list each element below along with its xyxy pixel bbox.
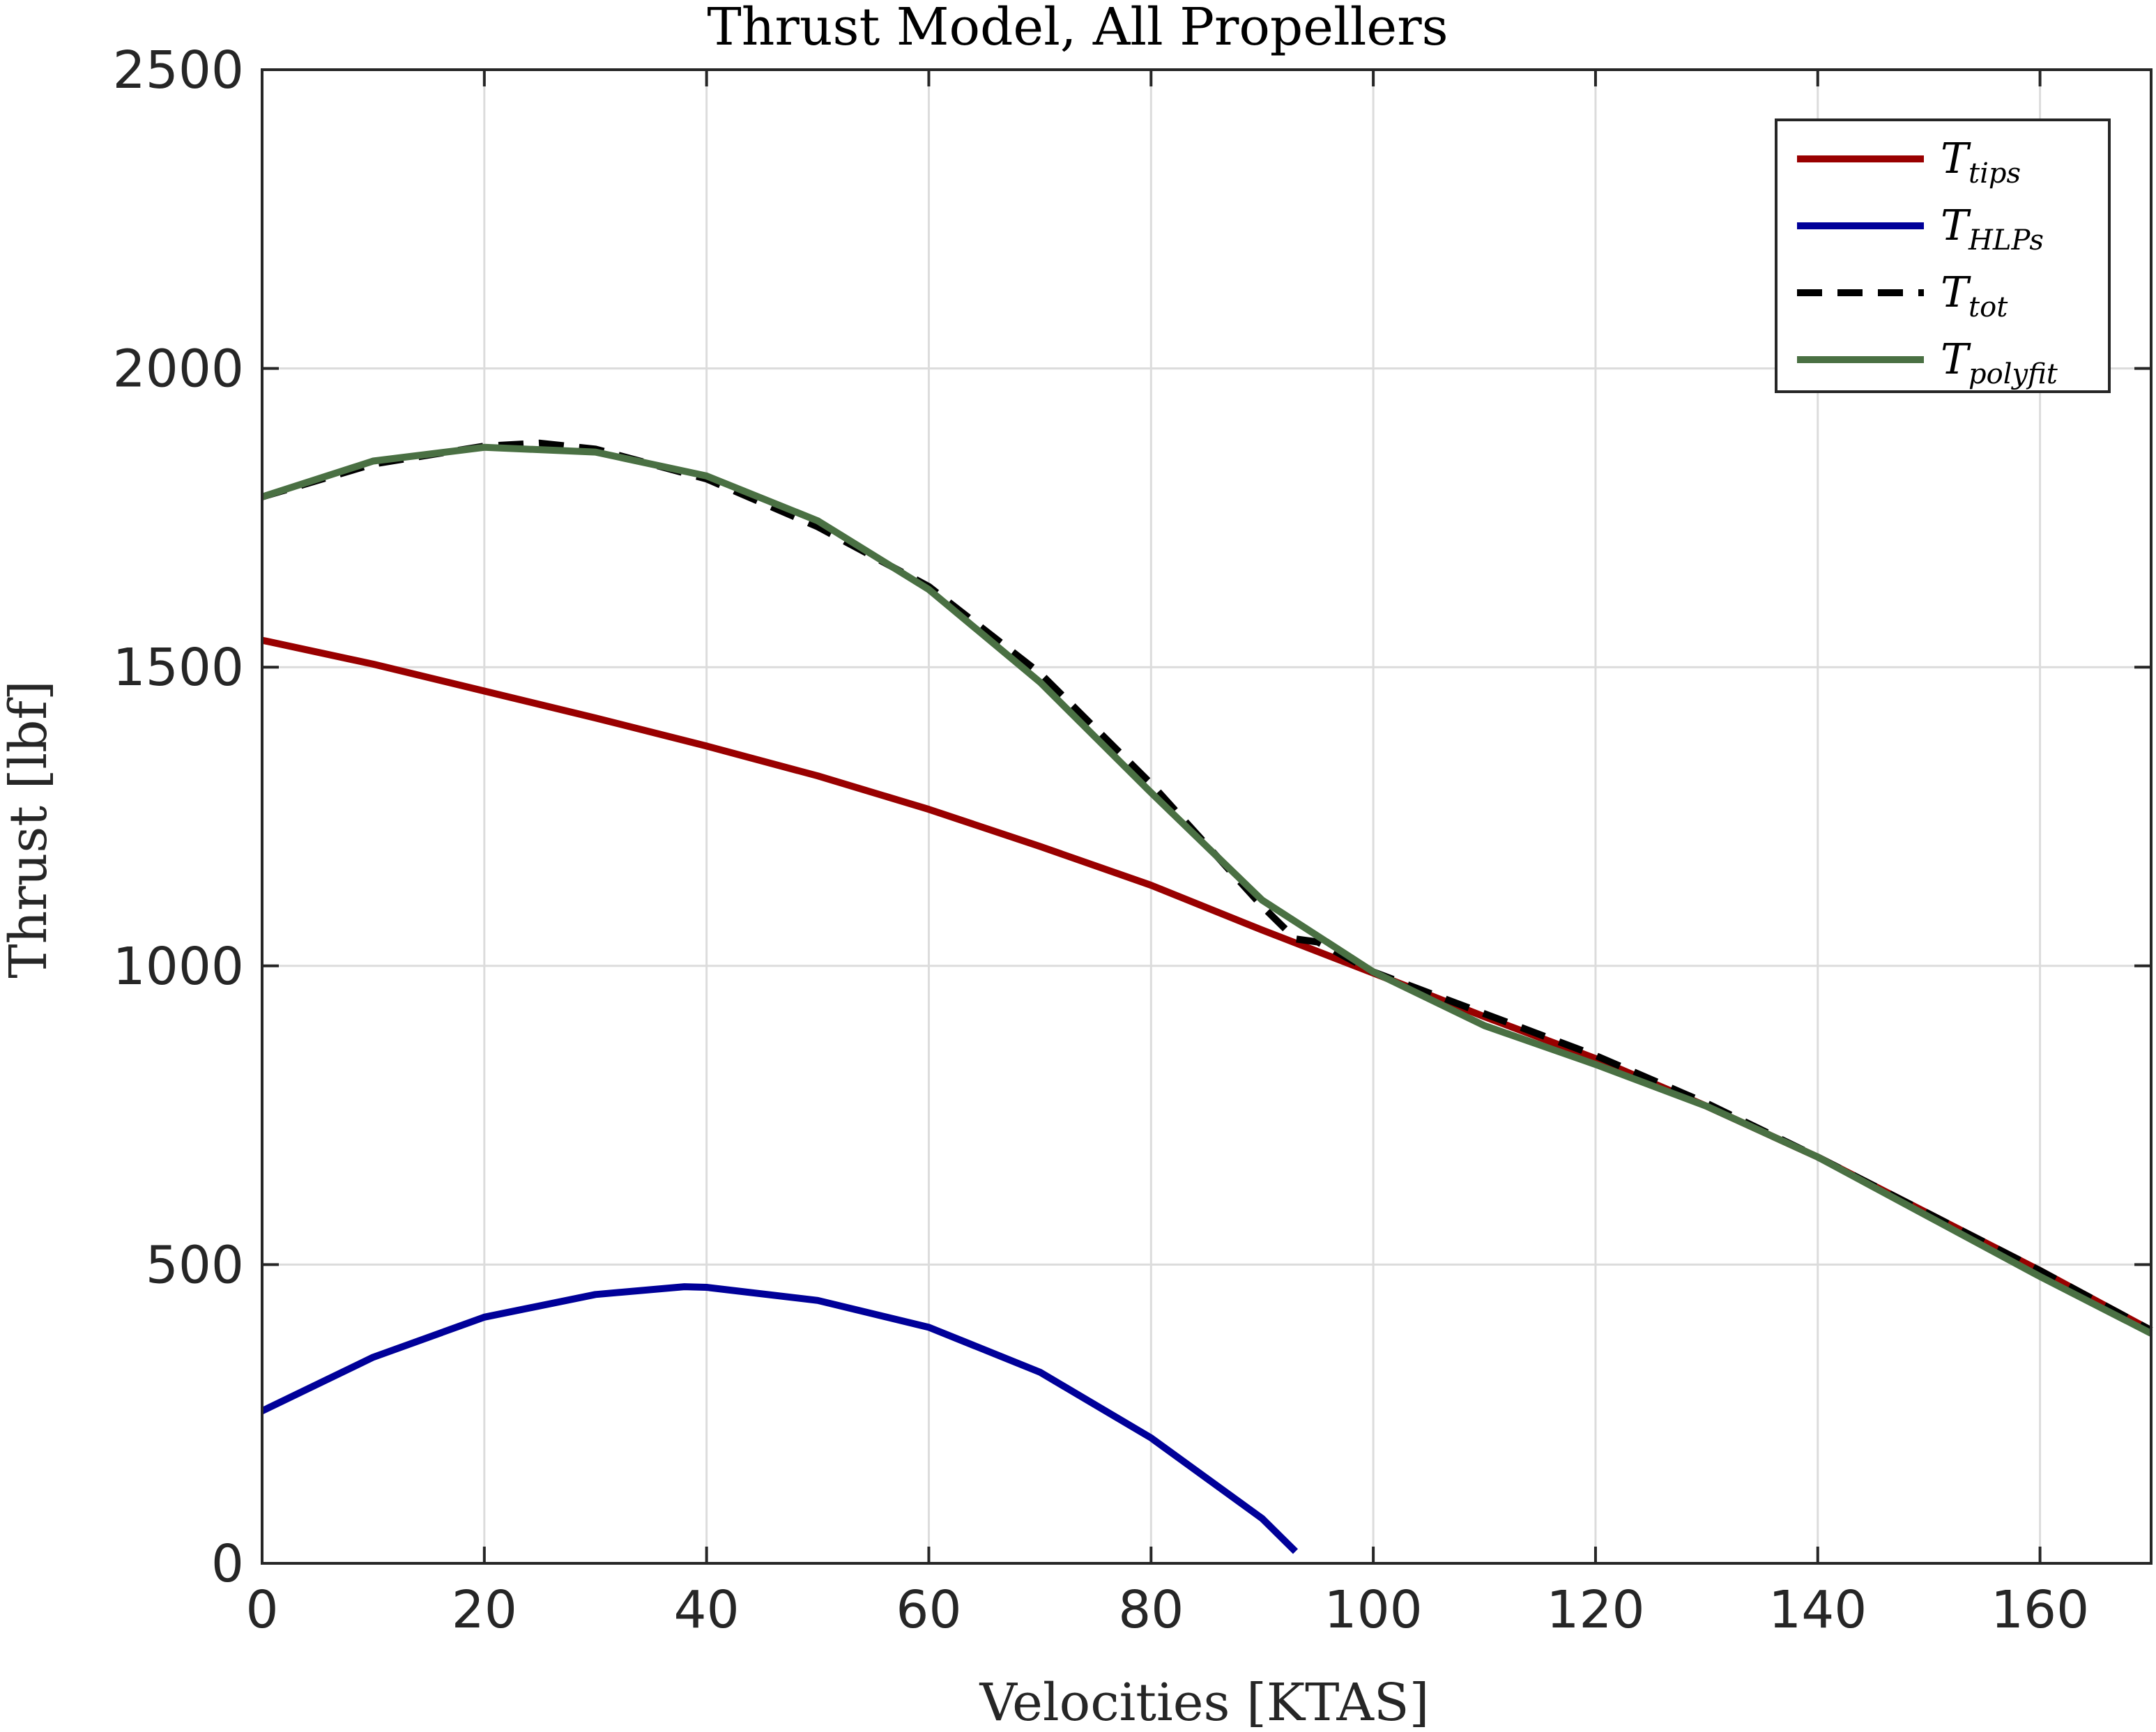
legend-label-main: T [1941, 135, 1971, 183]
y-tick-label: 0 [211, 1534, 244, 1594]
legend-label-tot: Ttot [1941, 268, 2008, 323]
y-tick-label: 2000 [113, 339, 244, 399]
legend-label-main: T [1941, 268, 1971, 317]
series-line-tot [261, 439, 2153, 1334]
chart-title: Thrust Model, All Propellers [707, 0, 1448, 57]
axes: 0 20 40 60 80 100 120 140 160 0 500 1000 1500 2000 250… [113, 40, 2153, 1640]
x-axis-title: Velocities [KTAS] [979, 1673, 1430, 1732]
legend-label-subscript: tips [1968, 158, 2021, 190]
series-lines [260, 439, 2153, 1554]
legend-label-hlps: THLPs [1941, 201, 2044, 256]
x-tick-label: 60 [896, 1580, 961, 1640]
x-tick-label: 100 [1324, 1580, 1422, 1640]
legend-label-subscript: tot [1968, 291, 2008, 323]
y-tick-label: 1000 [113, 937, 244, 997]
series-line-tips [261, 636, 2153, 1334]
x-tick-label: 80 [1118, 1580, 1184, 1640]
legend-label-polyfit: Tpolyfit [1941, 335, 2058, 390]
legend-label-tips: Ttips [1941, 135, 2021, 190]
plot-area-border [261, 68, 2153, 1565]
x-tick-label: 40 [674, 1580, 740, 1640]
y-tick-label: 1500 [113, 638, 244, 698]
x-tick-label: 160 [1991, 1580, 2089, 1640]
grid-lines [262, 70, 2151, 1563]
x-tick-label: 0 [245, 1580, 278, 1640]
x-tick-label: 140 [1768, 1580, 1867, 1640]
series-line-hlps [260, 1283, 1299, 1554]
series-line-polyfit [261, 443, 2153, 1337]
y-tick-label: 2500 [113, 40, 244, 100]
legend-label-main: T [1941, 335, 1971, 384]
y-axis-title: Thrust [lbf] [0, 680, 59, 978]
legend-box [1775, 118, 2111, 393]
x-tick-label: 120 [1546, 1580, 1644, 1640]
legend-label-subscript: polyfit [1968, 358, 2058, 390]
legend-label-subscript: HLPs [1968, 224, 2044, 256]
x-tick-label: 20 [452, 1580, 517, 1640]
legend-label-main: T [1941, 201, 1971, 250]
y-tick-label: 500 [146, 1235, 244, 1295]
